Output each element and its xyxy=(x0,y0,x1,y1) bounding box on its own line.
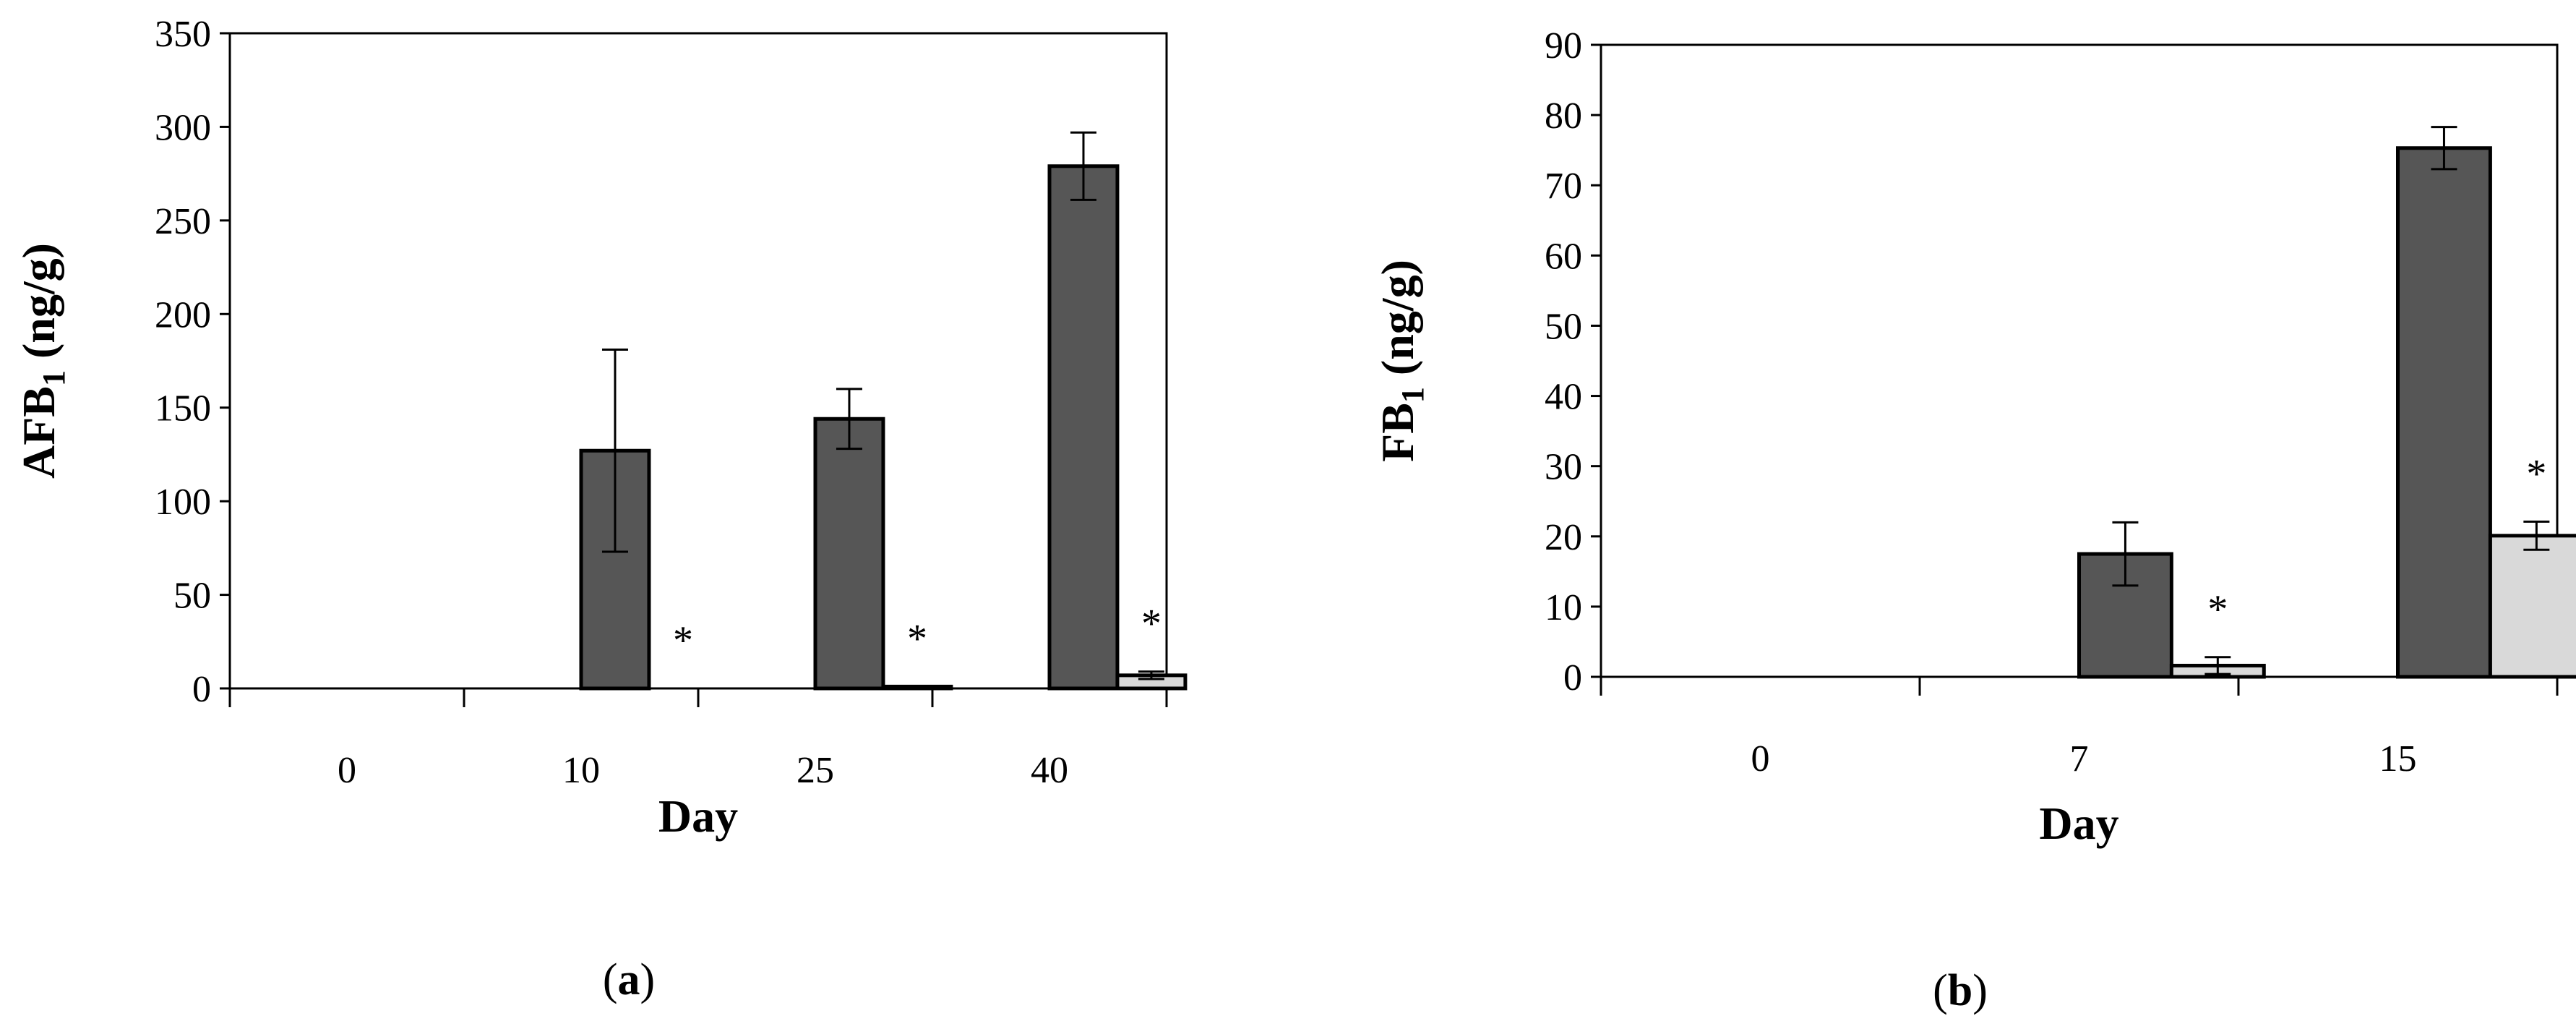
y-tick-label: 20 xyxy=(1545,517,1582,558)
plot-area-frame xyxy=(228,32,1168,690)
y-tick-label: 90 xyxy=(1545,25,1582,67)
panel-label: (b) xyxy=(1933,966,1988,1015)
y-tick-label: 30 xyxy=(1545,447,1582,488)
panel-label: (a) xyxy=(603,955,655,1004)
y-tick-label: 250 xyxy=(155,201,211,242)
significance-asterisk: * xyxy=(1141,602,1162,646)
significance-asterisk: * xyxy=(673,618,693,663)
y-axis-title-subscript: 1 xyxy=(1395,387,1430,403)
x-category-label: 7 xyxy=(2070,738,2089,780)
y-axis-title-subscript: 1 xyxy=(36,370,72,386)
x-category-label: 10 xyxy=(562,750,600,791)
x-axis-title: Day xyxy=(2039,798,2118,849)
y-tick-label: 50 xyxy=(1545,306,1582,347)
y-tick-label: 150 xyxy=(155,388,211,430)
bar xyxy=(2396,146,2492,679)
y-axis-title: FB1 (ng/g) xyxy=(1372,260,1430,462)
bar xyxy=(579,448,651,691)
y-tick-label: 70 xyxy=(1545,166,1582,207)
bar xyxy=(881,684,953,691)
significance-asterisk: * xyxy=(2207,587,2228,632)
y-tick-label: 40 xyxy=(1545,377,1582,418)
y-tick-label: 80 xyxy=(1545,95,1582,137)
x-category-label: 25 xyxy=(797,750,834,791)
panel-label-open: ( xyxy=(1933,966,1948,1015)
x-axis-title: Day xyxy=(658,790,738,842)
chart-panel-b: 0 10 20 30 40 50 60 70 80 90 0 7 15 * * Day FB1 (ng/g) (b… xyxy=(1372,25,2576,1015)
y-tick-label: 350 xyxy=(155,14,211,55)
significance-asterisk: * xyxy=(2526,451,2546,496)
x-category-label: 0 xyxy=(1751,738,1770,780)
y-axis-title-main: FB xyxy=(1372,403,1423,462)
panel-label-letter: b xyxy=(1948,966,1972,1015)
y-tick-label: 200 xyxy=(155,294,211,336)
y-axis-title-unit: (ng/g) xyxy=(13,243,64,370)
panel-label-close: ) xyxy=(1972,966,1988,1015)
chart-panel-a: 0 50 100 150 200 250 300 350 0 10 25 40 * * * Day AFB1 (… xyxy=(13,14,1188,1004)
y-axis-title-main: AFB xyxy=(13,386,64,479)
y-tick-label: 50 xyxy=(173,576,211,617)
panel-label-letter: a xyxy=(618,955,640,1004)
x-category-label: 0 xyxy=(338,750,356,791)
y-tick-label: 0 xyxy=(1563,657,1582,699)
bar xyxy=(813,417,885,691)
panel-label-close: ) xyxy=(640,955,656,1004)
bar xyxy=(2488,534,2576,679)
bar xyxy=(1047,164,1120,691)
panel-label-open: ( xyxy=(603,955,618,1004)
y-axis-title-unit: (ng/g) xyxy=(1372,260,1423,387)
x-category-label: 15 xyxy=(2379,738,2417,780)
y-tick-label: 100 xyxy=(155,482,211,523)
y-tick-label: 60 xyxy=(1545,236,1582,277)
y-axis-title: AFB1 (ng/g) xyxy=(13,243,72,479)
x-category-label: 40 xyxy=(1031,750,1068,791)
y-tick-label: 0 xyxy=(192,669,211,710)
y-tick-label: 300 xyxy=(155,107,211,148)
y-tick-label: 10 xyxy=(1545,587,1582,628)
significance-asterisk: * xyxy=(907,616,927,661)
